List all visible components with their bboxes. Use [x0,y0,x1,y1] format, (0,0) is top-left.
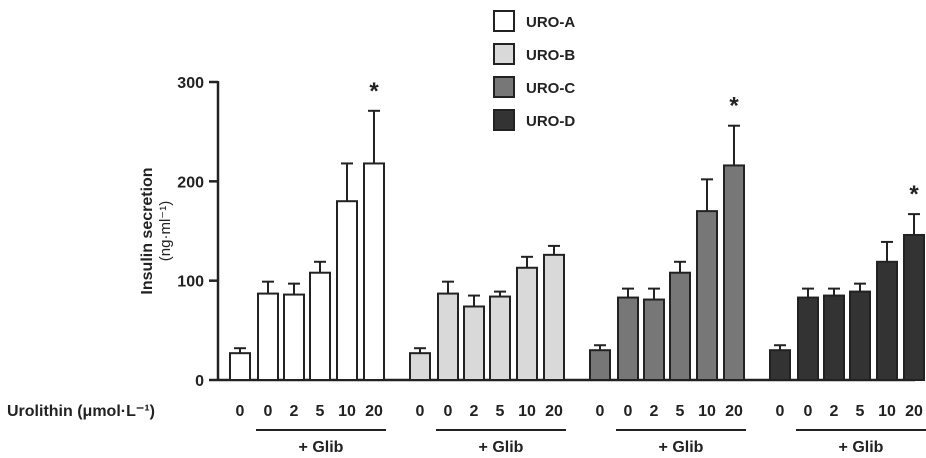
bar-uro-a-5 [363,162,385,381]
x-tick-label-uro-b-1: 0 [444,403,453,420]
bar-uro-c-3 [669,271,691,381]
x-tick-label-uro-b-0: 0 [416,403,425,420]
bar-uro-d-5 [903,233,925,381]
x-tick-label-uro-a-3: 5 [316,403,325,420]
glib-label-uro-d: + Glib [839,439,884,456]
bar-group-uro-c: * [589,93,745,382]
legend-label-uro-a: URO-A [526,14,575,31]
x-tick-label-uro-d-1: 0 [804,403,813,420]
x-tick-label-uro-a-1: 0 [264,403,273,420]
bar-uro-b-4 [516,266,538,381]
x-tick-label-uro-c-3: 5 [676,403,685,420]
bar-uro-b-0 [409,352,431,381]
bar-uro-c-4 [696,210,718,381]
x-tick-label-uro-a-2: 2 [290,403,299,420]
bar-uro-d-2 [823,294,845,382]
bar-uro-d-3 [849,290,871,381]
legend-swatch-uro-c [493,76,515,98]
x-tick-label-uro-c-4: 10 [698,403,716,420]
x-tick-label-uro-d-4: 10 [878,403,896,420]
x-tick-label-uro-a-4: 10 [338,403,356,420]
x-tick-label-uro-c-5: 20 [725,403,743,420]
significance-marker-uro-c-5: * [729,93,739,120]
bar-uro-a-2 [283,293,305,381]
bar-uro-b-3 [489,295,511,381]
bar-uro-c-5 [723,164,745,381]
bar-uro-a-0 [229,352,251,381]
legend-label-uro-b: URO-B [526,47,575,64]
bar-uro-b-2 [463,305,485,382]
legend-swatch-uro-b [493,43,515,65]
x-tick-label-uro-c-1: 0 [624,403,633,420]
significance-marker-uro-a-5: * [369,78,379,105]
legend-label-uro-c: URO-C [526,80,575,97]
bar-uro-c-1 [617,296,639,382]
bar-group-uro-d: * [769,181,925,382]
x-tick-label-uro-d-5: 20 [905,403,923,420]
x-tick-label-uro-c-0: 0 [596,403,605,420]
y-tick-label-3: 300 [177,75,204,92]
y-tick-label-0: 0 [195,373,204,390]
x-tick-label-uro-a-5: 20 [365,403,383,420]
bar-uro-a-1 [257,292,279,381]
bar-uro-a-4 [336,200,358,381]
legend-swatch-uro-d [493,109,515,131]
y-tick-label-2: 200 [177,174,204,191]
x-tick-label-uro-d-2: 2 [830,403,839,420]
bar-group-uro-a: * [229,78,385,381]
bar-uro-b-5 [543,253,565,381]
x-tick-label-uro-b-2: 2 [470,403,479,420]
x-tick-label-uro-b-3: 5 [496,403,505,420]
x-tick-label-uro-b-5: 20 [545,403,563,420]
x-tick-label-uro-b-4: 10 [518,403,536,420]
glib-label-uro-b: + Glib [479,439,524,456]
legend-swatch-uro-a [493,10,515,32]
y-axis-unit: (ng·ml⁻¹) [157,201,174,261]
bar-uro-c-0 [589,349,611,382]
glib-label-uro-a: + Glib [299,439,344,456]
glib-label-uro-c: + Glib [659,439,704,456]
bar-uro-d-4 [876,260,898,381]
bar-uro-d-0 [769,349,791,382]
bar-group-uro-b [409,244,565,382]
x-tick-label-uro-a-0: 0 [236,403,245,420]
y-tick-label-1: 100 [177,274,204,291]
bar-uro-c-2 [643,298,665,382]
x-tick-label-uro-d-3: 5 [856,403,865,420]
x-tick-label-uro-d-0: 0 [776,403,785,420]
bar-uro-a-3 [309,271,331,381]
legend-label-uro-d: URO-D [526,113,575,130]
bar-uro-b-1 [437,292,459,381]
significance-marker-uro-d-5: * [909,181,919,208]
x-axis-title: Urolithin (μmol·L⁻¹) [7,403,155,420]
y-axis-title: Insulin secretion [139,167,156,294]
legend: URO-A URO-B URO-C URO-D [493,10,575,131]
x-tick-label-uro-c-2: 2 [650,403,659,420]
bar-uro-d-1 [797,296,819,382]
